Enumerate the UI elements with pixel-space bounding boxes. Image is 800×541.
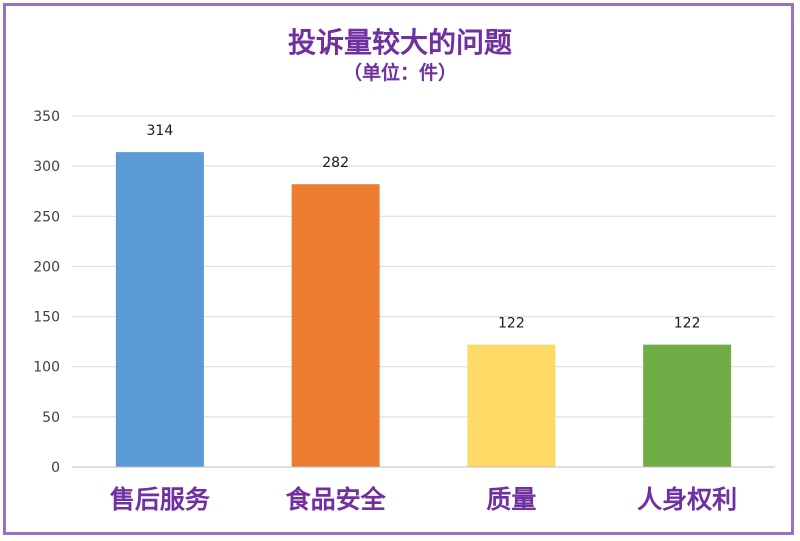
data-label: 282 (322, 155, 349, 171)
data-label: 122 (674, 316, 701, 332)
x-tick-label: 质量 (486, 485, 536, 514)
y-axis-ticks: 0 50 100 150 200 250 300 350 (33, 109, 60, 476)
x-tick-label: 食品安全 (286, 485, 387, 514)
y-tick-label: 100 (33, 360, 60, 376)
chart-title: 投诉量较大的问题 (288, 26, 512, 59)
bars (115, 152, 732, 468)
y-tick-label: 300 (33, 159, 60, 175)
data-label: 314 (147, 123, 174, 139)
chart-subtitle: （单位：件） (343, 61, 457, 84)
y-tick-label: 350 (33, 109, 60, 125)
data-labels: 314 282 122 122 (147, 123, 701, 332)
data-label: 122 (498, 316, 525, 332)
x-tick-label: 人身权利 (637, 485, 737, 514)
bar-2 (291, 184, 380, 468)
bar-1 (115, 152, 204, 468)
y-tick-label: 0 (51, 460, 60, 476)
y-tick-label: 50 (42, 410, 60, 426)
bar-4 (643, 344, 732, 467)
y-tick-label: 250 (33, 209, 60, 225)
bar-3 (467, 344, 556, 467)
x-axis-ticks: 售后服务 食品安全 质量 人身权利 (110, 485, 737, 514)
x-tick-label: 售后服务 (110, 485, 210, 514)
y-tick-label: 150 (33, 310, 60, 326)
y-tick-label: 200 (33, 259, 60, 275)
